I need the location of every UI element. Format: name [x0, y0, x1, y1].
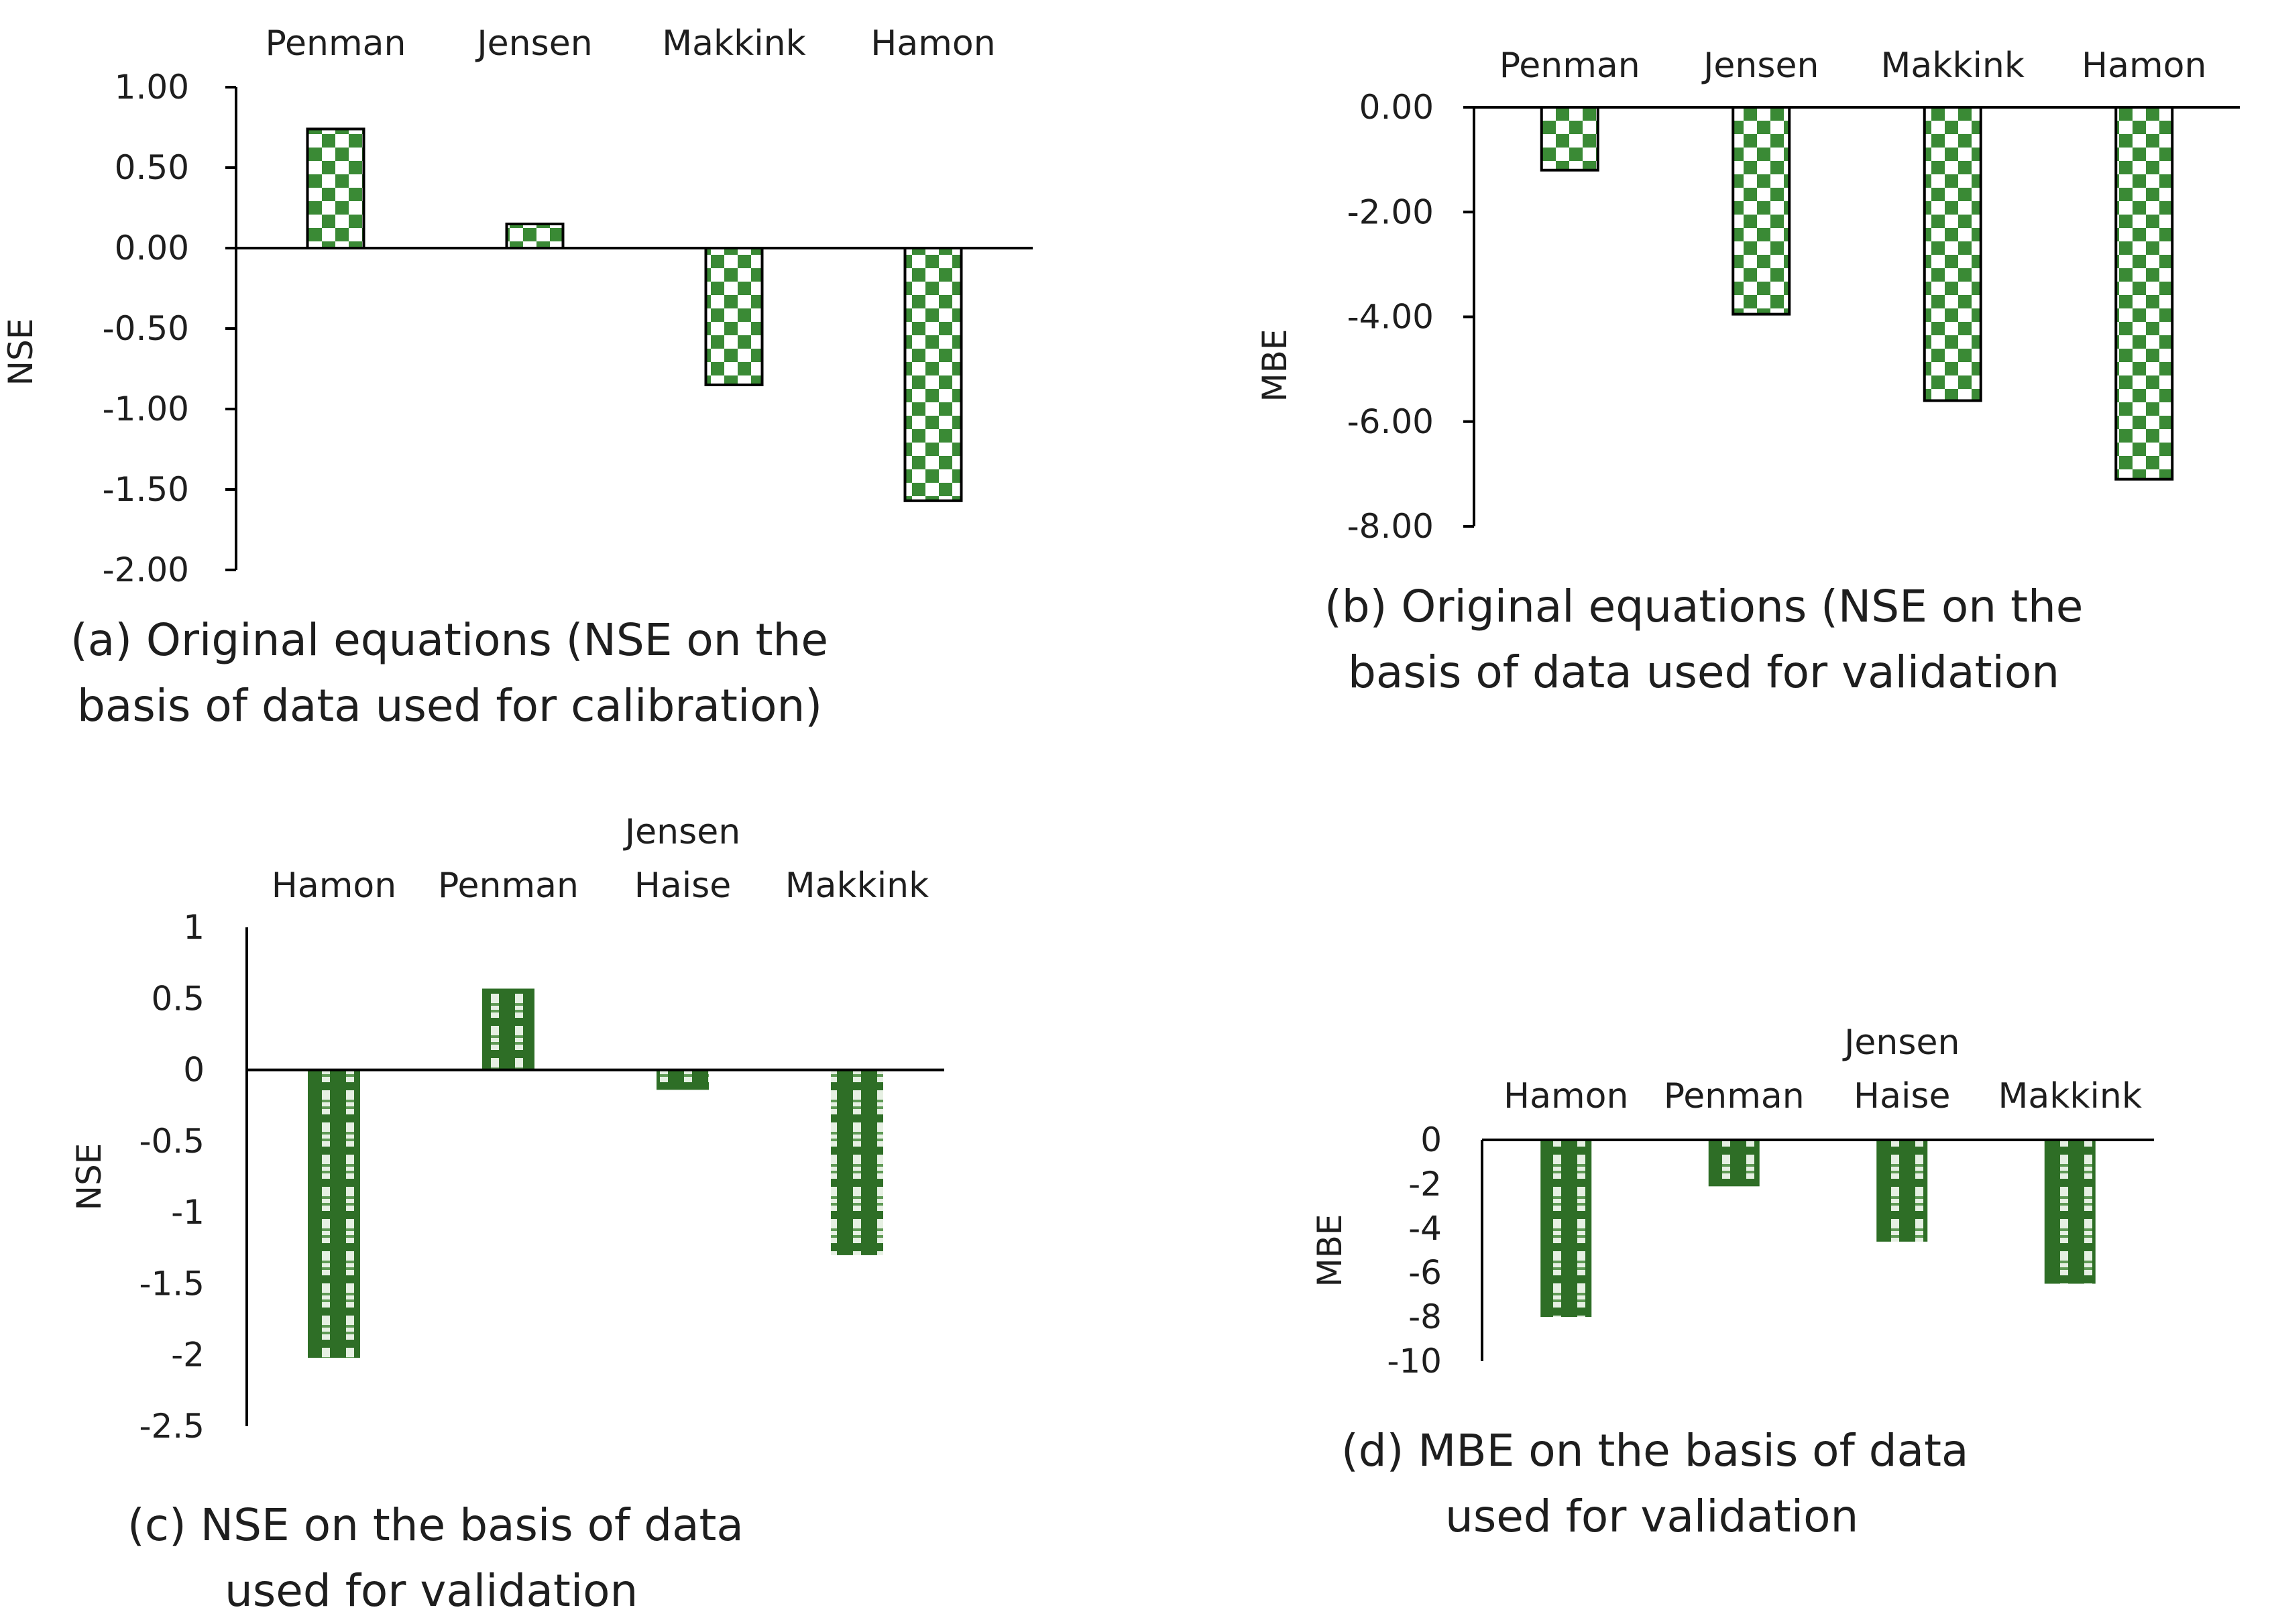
chart-b-y-label: MBE	[1255, 329, 1294, 402]
caption-c-line-2: used for validation	[225, 1565, 638, 1617]
chart-a-tick-label: -1.50	[103, 470, 189, 509]
chart-b-tick-label: -2.00	[1347, 192, 1434, 231]
chart-c-category-label: Makkink	[785, 866, 929, 906]
chart-c-category-label: Hamon	[272, 866, 396, 906]
caption-d-line-1: (d) MBE on the basis of data	[1341, 1425, 1969, 1476]
chart-c-bar-penman	[482, 988, 534, 1070]
chart-d-bar-penman	[1708, 1140, 1760, 1187]
chart-b-category-label: Makkink	[1881, 46, 2025, 86]
chart-b-tick-label: -6.00	[1347, 402, 1434, 441]
chart-a-category-label: Penman	[266, 23, 406, 64]
chart-b-category-label: Penman	[1499, 46, 1640, 86]
chart-b-bar-penman	[1540, 106, 1599, 172]
chart-a-category-label: Makkink	[662, 23, 805, 64]
chart-a-y-label: NSE	[1, 318, 40, 386]
caption-d-line-2: used for validation	[1445, 1491, 1859, 1542]
chart-c-bar-hamon	[308, 1069, 360, 1358]
chart-d-bar-jensen-haise	[1876, 1140, 1928, 1242]
chart-d-category-label: Makkink	[1998, 1076, 2142, 1116]
chart-a-bar-penman	[306, 127, 365, 249]
chart-b-category-label: Jensen	[1701, 46, 1819, 86]
chart-c-tick-label: 0.5	[151, 979, 205, 1018]
chart-d-bar-makkink	[2044, 1140, 2096, 1284]
chart-c-tick-label: -2	[171, 1336, 205, 1375]
chart-d-y-label: MBE	[1310, 1214, 1349, 1287]
chart-a-tick-label: -2.00	[103, 550, 189, 589]
chart-d-tick-label: -2	[1408, 1165, 1442, 1204]
chart-d-tick-label: -6	[1408, 1253, 1442, 1292]
caption-d: (d) MBE on the basis of data used for va…	[1341, 1418, 1968, 1550]
chart-c-tick-label: 1	[183, 908, 205, 947]
chart-b-tick-label: -8.00	[1347, 507, 1434, 546]
caption-c: (c) NSE on the basis of data used for va…	[127, 1493, 744, 1624]
chart-a-bar-jensen	[505, 223, 565, 249]
chart-c-tick-label: -0.5	[139, 1122, 205, 1161]
caption-b-line-1: (b) Original equations (NSE on the	[1324, 581, 2084, 632]
chart-a-tick-label: -0.50	[103, 309, 189, 348]
chart-b-tick-label: -4.00	[1347, 298, 1434, 337]
chart-b-tick-label: 0.00	[1359, 88, 1434, 127]
chart-a-tick-label: -1.00	[103, 390, 189, 428]
chart-b-bar-makkink	[1923, 106, 1982, 402]
caption-a: (a) Original equations (NSE on the basis…	[70, 607, 828, 739]
caption-a-line-2: basis of data used for calibration)	[77, 680, 823, 732]
chart-a-tick-label: 0.50	[115, 148, 189, 187]
chart-c-bar-jensen-haise	[657, 1069, 709, 1090]
chart-c-category-label: Haise	[634, 866, 732, 906]
chart-c-tick-label: -2.5	[139, 1407, 205, 1446]
chart-d-category-label: Haise	[1854, 1076, 1951, 1116]
chart-c-category-label: Penman	[438, 866, 579, 906]
chart-c-bar-makkink	[831, 1069, 883, 1255]
chart-d-category-label: Hamon	[1503, 1076, 1628, 1116]
chart-c-tick-label: -1.5	[139, 1264, 205, 1303]
chart-d-tick-label: 0	[1420, 1120, 1442, 1159]
chart-d-category-label: Jensen	[1842, 1023, 1960, 1063]
chart-d-category-label: Penman	[1664, 1076, 1805, 1116]
chart-c-y-label: NSE	[70, 1143, 109, 1211]
chart-c-tick-label: 0	[183, 1051, 205, 1090]
chart-a-category-label: Jensen	[475, 23, 592, 64]
chart-b-bar-hamon	[2114, 106, 2174, 481]
chart-d-tick-label: -8	[1408, 1297, 1442, 1336]
chart-b-category-label: Hamon	[2082, 46, 2206, 86]
chart-a-category-label: Hamon	[870, 23, 995, 64]
chart-a-tick-label: 1.00	[115, 68, 189, 107]
chart-c-tick-label: -1	[171, 1193, 205, 1232]
chart-d-tick-label: -10	[1387, 1342, 1442, 1381]
chart-a-bar-hamon	[903, 247, 963, 502]
caption-b-line-2: basis of data used for validation	[1348, 646, 2060, 698]
chart-d-bar-hamon	[1540, 1140, 1592, 1317]
caption-c-line-1: (c) NSE on the basis of data	[127, 1499, 744, 1551]
caption-a-line-1: (a) Original equations (NSE on the	[70, 614, 828, 666]
chart-a-tick-label: 0.00	[115, 229, 189, 268]
chart-c-category-label: Jensen	[623, 812, 740, 852]
chart-d-tick-label: -4	[1408, 1209, 1442, 1248]
chart-a-bar-makkink	[704, 247, 764, 386]
chart-b-bar-jensen	[1732, 106, 1791, 316]
caption-b: (b) Original equations (NSE on the basis…	[1324, 574, 2083, 705]
